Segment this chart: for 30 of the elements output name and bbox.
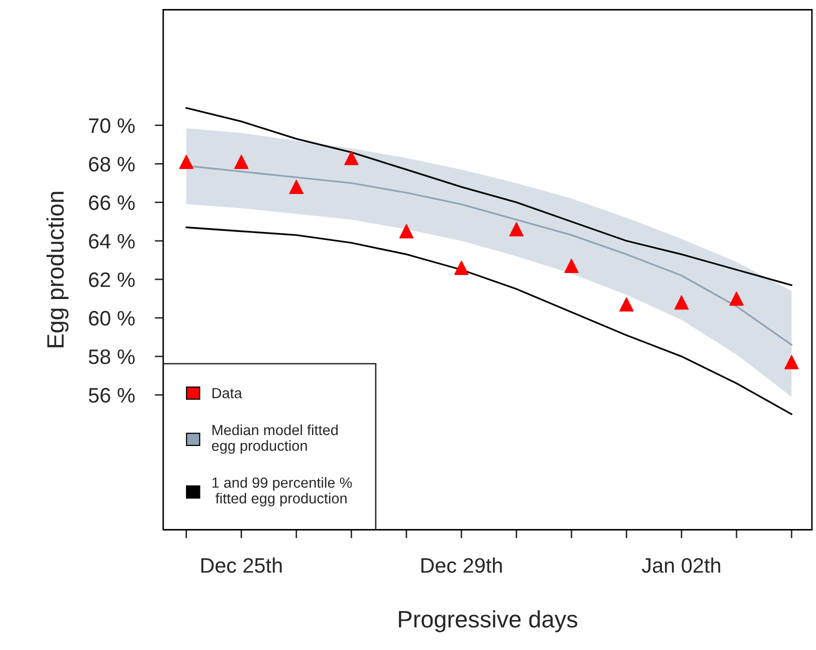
line-series (185, 226, 792, 416)
legend-label: Median model fitted egg production (212, 424, 338, 454)
point (729, 292, 744, 306)
y-tick-label: 68 % (88, 156, 135, 172)
point (399, 224, 414, 238)
point (674, 295, 689, 310)
y-tick-label: 62 % (88, 272, 135, 288)
point (564, 258, 579, 274)
x-tick-label: Dec 25th (201, 558, 282, 573)
x-axis-title: Progressive days (398, 610, 578, 632)
point (619, 297, 634, 312)
point (344, 150, 358, 166)
point (179, 154, 194, 170)
point (234, 154, 248, 170)
y-tick-label: 66 % (88, 195, 135, 210)
line-series (185, 107, 792, 286)
y-tick-label: 70 % (89, 118, 135, 134)
y-tick-label: 56 % (88, 388, 135, 403)
point (289, 180, 304, 194)
y-tick-label: 60 % (88, 310, 135, 326)
point (784, 355, 799, 370)
point (509, 222, 524, 236)
y-tick-label: 58 % (88, 349, 135, 364)
legend-label: Data (212, 388, 242, 398)
point (454, 260, 469, 275)
legend-label: 1 and 99 percentile % fitted egg production (212, 477, 352, 506)
x-tick-label: Dec 29th (421, 558, 502, 573)
y-tick-label: 64 % (88, 234, 135, 249)
x-tick-label: Jan 02th (642, 558, 720, 573)
y-axis-title: Egg production (46, 192, 68, 348)
